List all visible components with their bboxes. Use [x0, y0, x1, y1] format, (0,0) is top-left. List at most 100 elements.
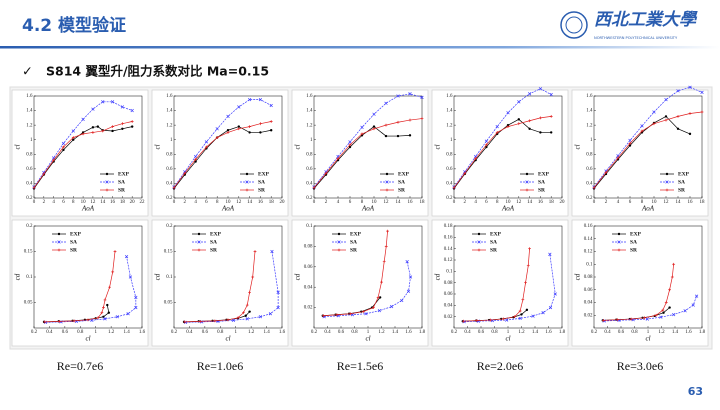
- x-tick-label: 10: [506, 200, 512, 205]
- x-tick-label: 4: [52, 200, 55, 205]
- series-line: [323, 231, 388, 317]
- data-point: [688, 132, 692, 136]
- y-tick-label: 0.08: [304, 245, 313, 250]
- data-point: [384, 245, 388, 248]
- y-tick-label: 0.02: [584, 313, 593, 318]
- y-tick-label: 1: [170, 138, 173, 143]
- legend-marker: [525, 188, 529, 192]
- data-point: [628, 141, 632, 145]
- x-tick-label: 18: [120, 200, 126, 205]
- data-point: [670, 275, 674, 279]
- x-tick-label: 18: [269, 200, 275, 205]
- data-point: [348, 143, 352, 147]
- data-point: [518, 309, 522, 313]
- legend-label: SA: [350, 239, 357, 245]
- data-point: [602, 318, 605, 322]
- data-point: [676, 89, 680, 93]
- y-tick-label: 1.4: [306, 109, 313, 114]
- data-point: [248, 310, 251, 313]
- series-line: [33, 126, 133, 189]
- x-tick-label: 1.4: [532, 330, 539, 335]
- data-point: [248, 125, 251, 128]
- x-tick-label: 0.2: [591, 330, 598, 335]
- y-tick-label: 0.4: [586, 182, 593, 187]
- x-tick-label: 16: [408, 200, 414, 205]
- legend-marker: [197, 240, 201, 244]
- data-point: [501, 317, 505, 321]
- data-point: [654, 313, 658, 317]
- plot-frame: [313, 95, 423, 199]
- x-tick-label: 0.4: [186, 330, 193, 335]
- data-point: [462, 319, 465, 323]
- x-tick-label: 14: [100, 200, 106, 205]
- legend-label: SR: [630, 247, 638, 253]
- data-point: [113, 250, 117, 253]
- y-tick-label: 0.06: [444, 292, 453, 297]
- data-point: [694, 294, 699, 298]
- data-point: [43, 320, 47, 324]
- data-point: [629, 317, 633, 321]
- x-tick-label: 10: [81, 200, 87, 205]
- data-point: [463, 171, 467, 175]
- data-point: [91, 131, 95, 134]
- data-point: [382, 260, 386, 264]
- series-line: [453, 116, 552, 189]
- data-point: [103, 298, 107, 302]
- data-point: [100, 311, 104, 315]
- data-point: [360, 125, 364, 129]
- data-point: [91, 126, 95, 129]
- data-point: [204, 140, 209, 144]
- data-point: [463, 170, 467, 174]
- data-point: [258, 315, 263, 319]
- data-point: [103, 317, 107, 321]
- data-point: [236, 316, 240, 320]
- x-tick-label: 0.8: [631, 330, 638, 335]
- legend-label: EXP: [678, 171, 690, 177]
- legend-marker: [617, 248, 621, 252]
- x-tick-label: 4: [337, 200, 340, 205]
- data-point: [513, 315, 517, 319]
- legend-label: SA: [70, 239, 77, 245]
- data-point: [312, 186, 316, 190]
- data-point: [376, 296, 380, 299]
- data-point: [205, 145, 208, 149]
- x-tick-label: 1.4: [392, 330, 399, 335]
- legend-label: SR: [678, 187, 686, 193]
- data-point: [628, 138, 632, 143]
- x-tick-label: 14: [527, 200, 533, 205]
- data-point: [268, 312, 273, 316]
- data-point: [111, 125, 114, 128]
- data-point: [408, 118, 412, 122]
- data-point: [668, 306, 671, 309]
- data-point: [269, 120, 273, 123]
- x-tick-label: 1.6: [545, 330, 552, 335]
- data-point: [247, 97, 252, 102]
- data-point: [226, 131, 230, 134]
- data-point: [521, 298, 525, 302]
- x-tick-label: 6: [205, 200, 208, 205]
- data-point: [253, 250, 257, 253]
- x-tick-label: 0.4: [324, 330, 331, 335]
- x-tick-label: 0.6: [618, 330, 625, 335]
- y-tick-label: 1.2: [446, 123, 453, 128]
- y-tick-label: 1.4: [446, 109, 453, 114]
- logo-emblem-inner: [565, 16, 583, 34]
- y-tick-label: 0.16: [584, 224, 593, 229]
- data-point: [643, 316, 647, 320]
- x-tick-label: 20: [280, 200, 286, 205]
- y-tick-label: 0.18: [444, 224, 453, 229]
- legend-label: SA: [630, 239, 637, 245]
- data-point: [700, 110, 704, 114]
- legend-marker: [385, 172, 389, 176]
- data-point: [106, 303, 109, 307]
- x-tick-label: 8: [641, 200, 644, 205]
- legend-marker: [105, 172, 109, 176]
- legend-marker: [337, 232, 341, 236]
- x-tick-label: 0: [33, 200, 36, 205]
- y-tick-label: 0.12: [584, 250, 593, 255]
- legend-label: EXP: [350, 231, 362, 237]
- data-point: [364, 312, 368, 316]
- data-point: [526, 264, 530, 268]
- data-point: [475, 319, 479, 323]
